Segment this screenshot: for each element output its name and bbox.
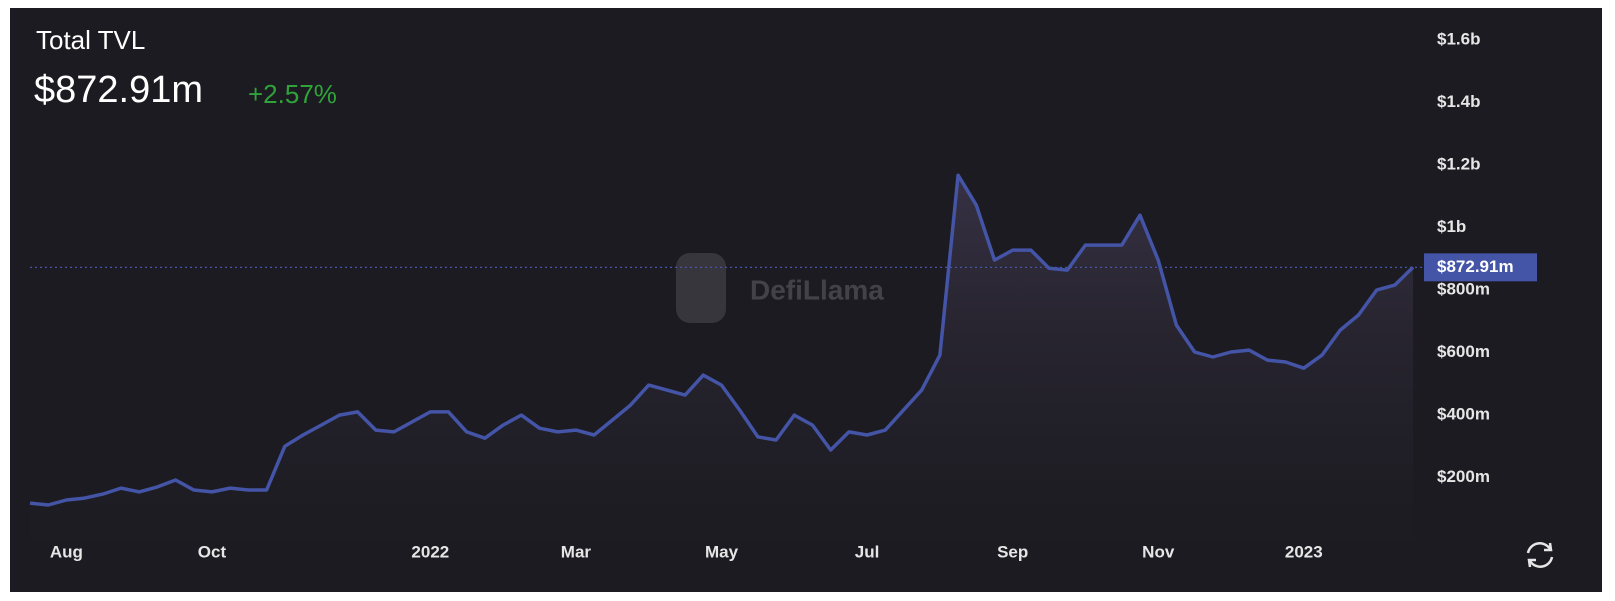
watermark: DefiLlama (676, 253, 884, 323)
y-tick-label: $1.6b (1437, 30, 1480, 49)
x-tick-label: Mar (561, 542, 592, 561)
watermark-logo (676, 253, 726, 323)
y-tick-label: $1.4b (1437, 92, 1480, 111)
refresh-arrows[interactable] (1527, 542, 1553, 568)
area (30, 175, 1413, 540)
x-tick-label: Oct (198, 542, 227, 561)
x-tick-label: 2023 (1285, 542, 1323, 561)
headline-value: $872.91m (34, 69, 203, 111)
current-value-label: $872.91m (1437, 257, 1514, 276)
refresh-icon[interactable] (1526, 542, 1554, 568)
change-percent: +2.57% (248, 79, 337, 109)
x-tick-label: Sep (997, 542, 1028, 561)
refresh-button[interactable] (1526, 542, 1554, 568)
x-tick-label: 2022 (411, 542, 449, 561)
x-tick-label: Nov (1142, 542, 1175, 561)
current-value-tag (1424, 253, 1537, 282)
y-tick-label: $800m (1437, 280, 1490, 299)
y-tick-label: $1.2b (1437, 155, 1480, 174)
watermark-text: DefiLlama (750, 274, 884, 305)
y-tick-label: $600m (1437, 342, 1490, 361)
x-tick-label: May (705, 542, 739, 561)
y-tick-label: $1b (1437, 217, 1466, 236)
x-tick-label: Jul (855, 542, 880, 561)
title: Total TVL (36, 25, 145, 55)
line (29, 173, 1415, 507)
x-tick-label: Aug (50, 542, 83, 561)
y-tick-label: $400m (1437, 405, 1490, 424)
y-tick-label: $200m (1437, 467, 1490, 486)
